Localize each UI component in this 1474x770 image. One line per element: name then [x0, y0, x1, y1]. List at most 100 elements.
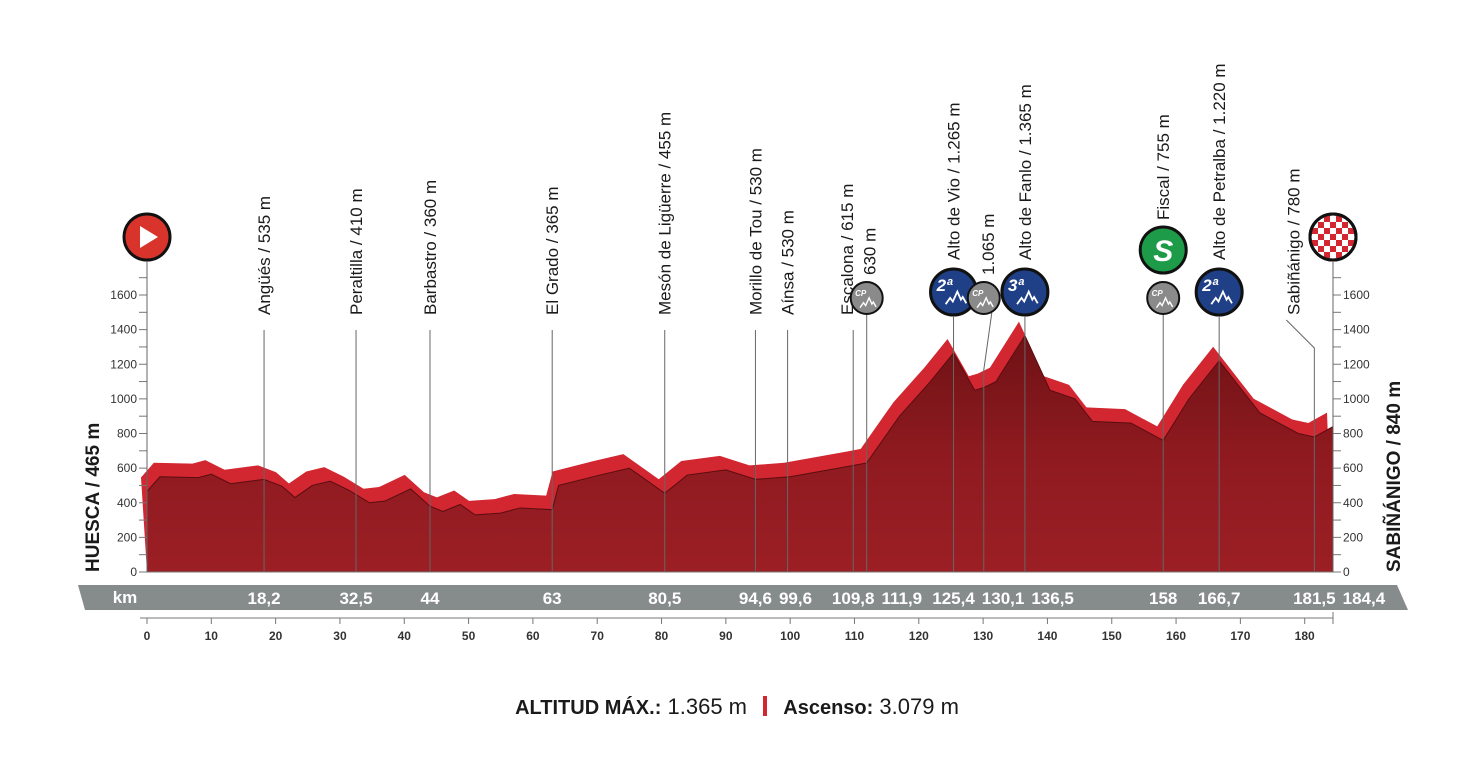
waypoint-fiscal: CP S Fiscal / 755 m 158: [1138, 114, 1188, 608]
x-tick-label: 30: [333, 629, 347, 643]
waypoint-aínsa: Aínsa / 530 m 99,6: [779, 210, 812, 608]
x-tick-label: 100: [780, 629, 800, 643]
waypoint-km-label: 94,6: [739, 589, 772, 608]
checkpoint-icon: [1146, 281, 1181, 315]
waypoint-label: El Grado / 365 m: [543, 186, 562, 315]
checker-square: [1348, 240, 1354, 246]
waypoint-label: Sabiñánigo / 780 m: [1284, 169, 1303, 316]
mountain-category-icon: [1194, 267, 1244, 317]
y-tick-label: 600: [1343, 461, 1363, 475]
mountain-icon: [1210, 289, 1233, 305]
y-tick-label: 200: [117, 530, 137, 544]
waypoint-label: Morillo de Tou / 530 m: [746, 148, 765, 315]
y-tick-label: 1400: [1343, 323, 1370, 337]
waypoint-km-label: 166,7: [1198, 589, 1241, 608]
checker-square: [1324, 228, 1330, 234]
waypoint-km-label: 80,5: [648, 589, 681, 608]
checker-square: [1336, 252, 1342, 258]
waypoint-km-label: 44: [421, 589, 440, 608]
waypoint-km-label: 63: [543, 589, 562, 608]
ascent-label: Ascenso:: [783, 697, 874, 719]
y-tick-label: 800: [117, 427, 137, 441]
stage-profile-chart: 0200400600800100012001400160002004006008…: [78, 63, 1408, 643]
km-band-unit: km: [113, 588, 138, 607]
checker-square: [1330, 246, 1336, 252]
category-label: 2ª: [936, 276, 953, 295]
y-tick-label: 1000: [110, 392, 137, 406]
waypoint-angüés: Angüés / 535 m 18,2: [248, 196, 281, 608]
waypoint-630-m: CP 630 m 111,9: [849, 228, 922, 608]
waypoint-alto-de-fanlo: 3ª Alto de Fanlo / 1.365 m 136,5: [1000, 84, 1074, 608]
waypoint-sabiñánigo: Sabiñánigo / 780 m 181,5: [1284, 169, 1335, 609]
y-tick-label: 1200: [1343, 357, 1370, 371]
waypoint-km-label: 32,5: [339, 589, 372, 608]
mountain-icon: [1016, 289, 1039, 305]
waypoint-label: Escalona / 615 m: [838, 184, 857, 315]
waypoint-finish: 184,4: [1308, 212, 1386, 608]
waypoint-alto-de-vio: 2ª Alto de Vio / 1.265 m 125,4: [929, 102, 979, 608]
x-tick-label: 60: [526, 629, 540, 643]
waypoint-barbastro: Barbastro / 360 m 44: [421, 180, 440, 608]
waypoint-1-065-m: CP 1.065 m 130,1: [966, 214, 1025, 608]
waypoint-label: Fiscal / 755 m: [1154, 114, 1173, 220]
waypoint-line: [1285, 319, 1315, 572]
y-tick-label: 1000: [1343, 392, 1370, 406]
finish-town-label: SABIÑÁNIGO / 840 m: [1383, 381, 1405, 572]
y-tick-label: 400: [1343, 496, 1363, 510]
x-tick-label: 40: [398, 629, 412, 643]
checker-square: [1312, 240, 1318, 246]
checkpoint-icon: [849, 281, 884, 315]
max-altitude-value: 1.365 m: [667, 694, 748, 719]
sprint-letter: S: [1153, 235, 1173, 268]
checkpoint-label: CP: [972, 289, 984, 298]
x-tick-label: 170: [1230, 629, 1250, 643]
x-tick-label: 160: [1166, 629, 1186, 643]
checker-square: [1324, 216, 1330, 222]
waypoint-label: Mesón de Ligüerre / 455 m: [656, 112, 675, 315]
waypoint-km-label: 125,4: [932, 589, 975, 608]
waypoint-mesón-de-ligüerre: Mesón de Ligüerre / 455 m 80,5: [648, 112, 681, 608]
sprint-icon: [1138, 225, 1188, 275]
y-tick-label: 200: [1343, 530, 1363, 544]
x-tick-label: 70: [591, 629, 605, 643]
y-tick-label: 1600: [1343, 288, 1370, 302]
finish-ring: [1308, 212, 1358, 262]
checkpoint-label: CP: [855, 289, 867, 298]
checker-square: [1336, 216, 1342, 222]
y-tick-label: 600: [117, 461, 137, 475]
checkpoint-label: CP: [1152, 289, 1164, 298]
checkpoint-icon: [966, 281, 1001, 315]
waypoint-label: Barbastro / 360 m: [421, 180, 440, 315]
waypoint-km-label: 130,1: [982, 589, 1025, 608]
stage-summary: ALTITUD MÁX.: 1.365 m Ascenso: 3.079 m: [0, 694, 1474, 720]
waypoint-label: Alto de Vio / 1.265 m: [945, 102, 964, 260]
waypoint-km-label: 184,4: [1343, 589, 1386, 608]
waypoint-el-grado: El Grado / 365 m 63: [543, 186, 562, 608]
waypoint-label: Alto de Fanlo / 1.365 m: [1016, 84, 1035, 260]
separator: [763, 696, 768, 716]
x-tick-label: 80: [655, 629, 669, 643]
waypoint-morillo-de-tou: Morillo de Tou / 530 m 94,6: [739, 148, 772, 608]
checker-square: [1324, 252, 1330, 258]
start-town-label: HUESCA / 465 m: [83, 423, 104, 572]
checker-square: [1336, 240, 1342, 246]
x-tick-label: 140: [1037, 629, 1057, 643]
waypoint-peraltilla: Peraltilla / 410 m 32,5: [339, 188, 372, 608]
waypoint-label: 630 m: [861, 228, 880, 275]
waypoint-km-label: 136,5: [1031, 589, 1074, 608]
checker-square: [1330, 234, 1336, 240]
checker-square: [1318, 246, 1324, 252]
waypoint-label: Aínsa / 530 m: [779, 210, 798, 315]
waypoint-km-label: 99,6: [779, 589, 812, 608]
checker-square: [1330, 222, 1336, 228]
waypoint-km-label: 181,5: [1293, 589, 1336, 608]
category-label: 3ª: [1008, 276, 1024, 295]
checker-square: [1318, 234, 1324, 240]
x-tick-label: 90: [719, 629, 733, 643]
y-tick-label: 800: [1343, 427, 1363, 441]
profile-area: [147, 335, 1333, 572]
x-tick-label: 110: [845, 629, 865, 643]
checker-square: [1342, 222, 1348, 228]
waypoint-km-label: 158: [1149, 589, 1177, 608]
checker-square: [1336, 228, 1342, 234]
